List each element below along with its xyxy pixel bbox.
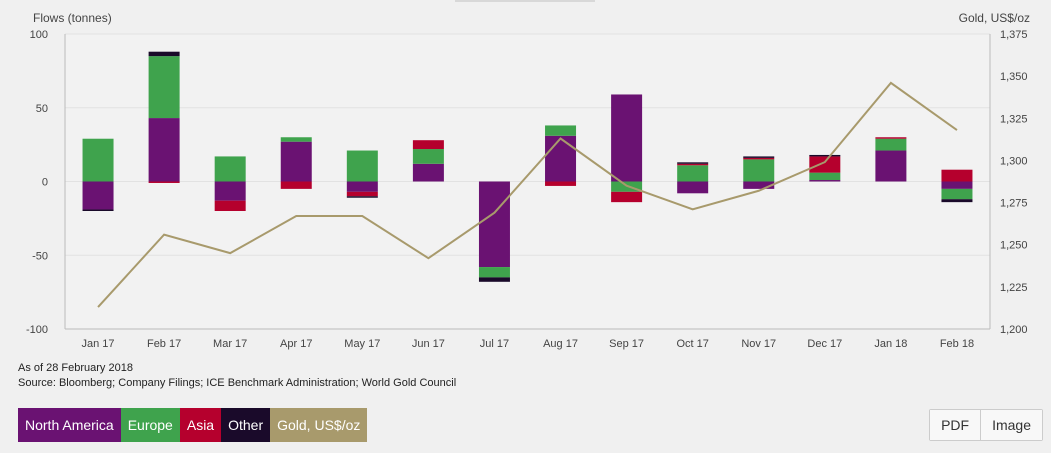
bar-segment-europe [214, 156, 246, 182]
bar-segment-asia [743, 157, 775, 160]
legend-asia[interactable]: Asia [179, 408, 222, 442]
y-tick-label: -50 [32, 250, 48, 262]
x-tick-label: Nov 17 [741, 338, 776, 350]
x-tick-label: Aug 17 [543, 338, 578, 350]
footnote-date: As of 28 February 2018 [18, 362, 133, 374]
bar-segment-asia [280, 181, 312, 189]
x-tick-label: Mar 17 [213, 338, 247, 350]
bar-segment-north-america [82, 181, 114, 210]
bar-segment-asia [677, 163, 709, 166]
bar-segment-north-america [478, 181, 510, 268]
chart-line [97, 81, 958, 308]
bar-segment-europe [875, 138, 907, 151]
right-axis-title: Gold, US$/oz [959, 11, 1030, 25]
bar-segment-asia [941, 169, 973, 182]
footnote-source: Source: Bloomberg; Company Filings; ICE … [18, 377, 457, 389]
bar-segment-asia [809, 156, 841, 173]
bar-segment-asia [545, 181, 577, 186]
bar-segment-europe [743, 159, 775, 182]
bar-segment-other [82, 209, 114, 211]
bar-segment-europe [148, 56, 180, 119]
bar-segment-north-america [611, 94, 643, 182]
x-tick-label: Dec 17 [807, 338, 842, 350]
bar-segment-north-america [412, 163, 444, 182]
x-tick-label: Feb 17 [147, 338, 181, 350]
bar-segment-north-america [545, 135, 577, 182]
y2-tick-label: 1,275 [1000, 198, 1028, 210]
chart-axes: 100 50 0 -50 -100 1,375 1,350 1,325 1,300 1,275 1,… [26, 29, 1028, 350]
pdf-button[interactable]: PDF [930, 410, 981, 440]
x-tick-label: Sep 17 [609, 338, 644, 350]
bar-segment-other [743, 156, 775, 158]
bar-segment-europe [545, 125, 577, 136]
bar-segment-north-america [677, 181, 709, 194]
legend-gold-price[interactable]: Gold, US$/oz [270, 408, 368, 442]
bar-segment-other [677, 162, 709, 164]
bar-segment-europe [478, 267, 510, 278]
x-tick-label: May 17 [344, 338, 380, 350]
export-buttons: PDF Image [929, 409, 1043, 441]
bar-segment-europe [941, 188, 973, 200]
x-tick-label: Feb 18 [940, 338, 974, 350]
bar-segment-north-america [346, 181, 378, 192]
legend-north-america[interactable]: North America [18, 408, 121, 442]
legend-other[interactable]: Other [221, 408, 271, 442]
chart-bars [82, 51, 973, 282]
chart-grid [65, 33, 990, 330]
bar-segment-europe [412, 149, 444, 164]
bar-segment-north-america [875, 150, 907, 182]
x-tick-label: Apr 17 [280, 338, 312, 350]
top-tab-indicator [455, 0, 595, 2]
y-tick-label: 0 [42, 177, 48, 189]
x-tick-label: Jan 18 [874, 338, 907, 350]
bar-segment-asia [611, 191, 643, 203]
flows-chart: 100 50 0 -50 -100 1,375 1,350 1,325 1,300 1,275 1,… [26, 11, 1030, 350]
y2-tick-label: 1,375 [1000, 29, 1028, 41]
bar-segment-europe [346, 150, 378, 182]
image-button[interactable]: Image [980, 410, 1042, 440]
y2-tick-label: 1,300 [1000, 155, 1028, 167]
legend: North America Europe Asia Other Gold, US… [18, 408, 368, 442]
y-tick-label: 50 [36, 103, 48, 115]
x-tick-label: Jan 17 [82, 338, 115, 350]
x-tick-label: Jun 17 [412, 338, 445, 350]
y-tick-label: -100 [26, 324, 48, 336]
bar-segment-north-america [809, 180, 841, 182]
bar-segment-europe [280, 137, 312, 142]
bar-segment-asia [875, 137, 907, 139]
bar-segment-other [809, 154, 841, 157]
y2-tick-label: 1,350 [1000, 71, 1028, 83]
bar-segment-europe [677, 165, 709, 182]
x-tick-label: Oct 17 [676, 338, 708, 350]
bar-segment-north-america [941, 181, 973, 189]
bar-segment-north-america [214, 181, 246, 201]
bar-segment-asia [346, 191, 378, 197]
bar-segment-europe [82, 138, 114, 182]
bar-segment-other [941, 199, 973, 203]
bar-segment-north-america [148, 118, 180, 182]
x-tick-label: Jul 17 [480, 338, 509, 350]
bar-segment-europe [809, 172, 841, 181]
bar-segment-north-america [280, 141, 312, 182]
bar-segment-asia [148, 181, 180, 183]
bar-segment-asia [214, 200, 246, 211]
gold-price-line [97, 81, 958, 308]
y2-tick-label: 1,250 [1000, 240, 1028, 252]
bar-segment-asia [412, 140, 444, 150]
y2-tick-label: 1,325 [1000, 113, 1028, 125]
bar-segment-other [478, 277, 510, 282]
bar-segment-other [148, 51, 180, 57]
bar-segment-other [346, 196, 378, 198]
y2-tick-label: 1,200 [1000, 324, 1028, 336]
left-axis-title: Flows (tonnes) [33, 11, 112, 25]
legend-europe[interactable]: Europe [120, 408, 180, 442]
y2-tick-label: 1,225 [1000, 282, 1028, 294]
bar-segment-north-america [743, 181, 775, 189]
y-tick-label: 100 [30, 29, 48, 41]
